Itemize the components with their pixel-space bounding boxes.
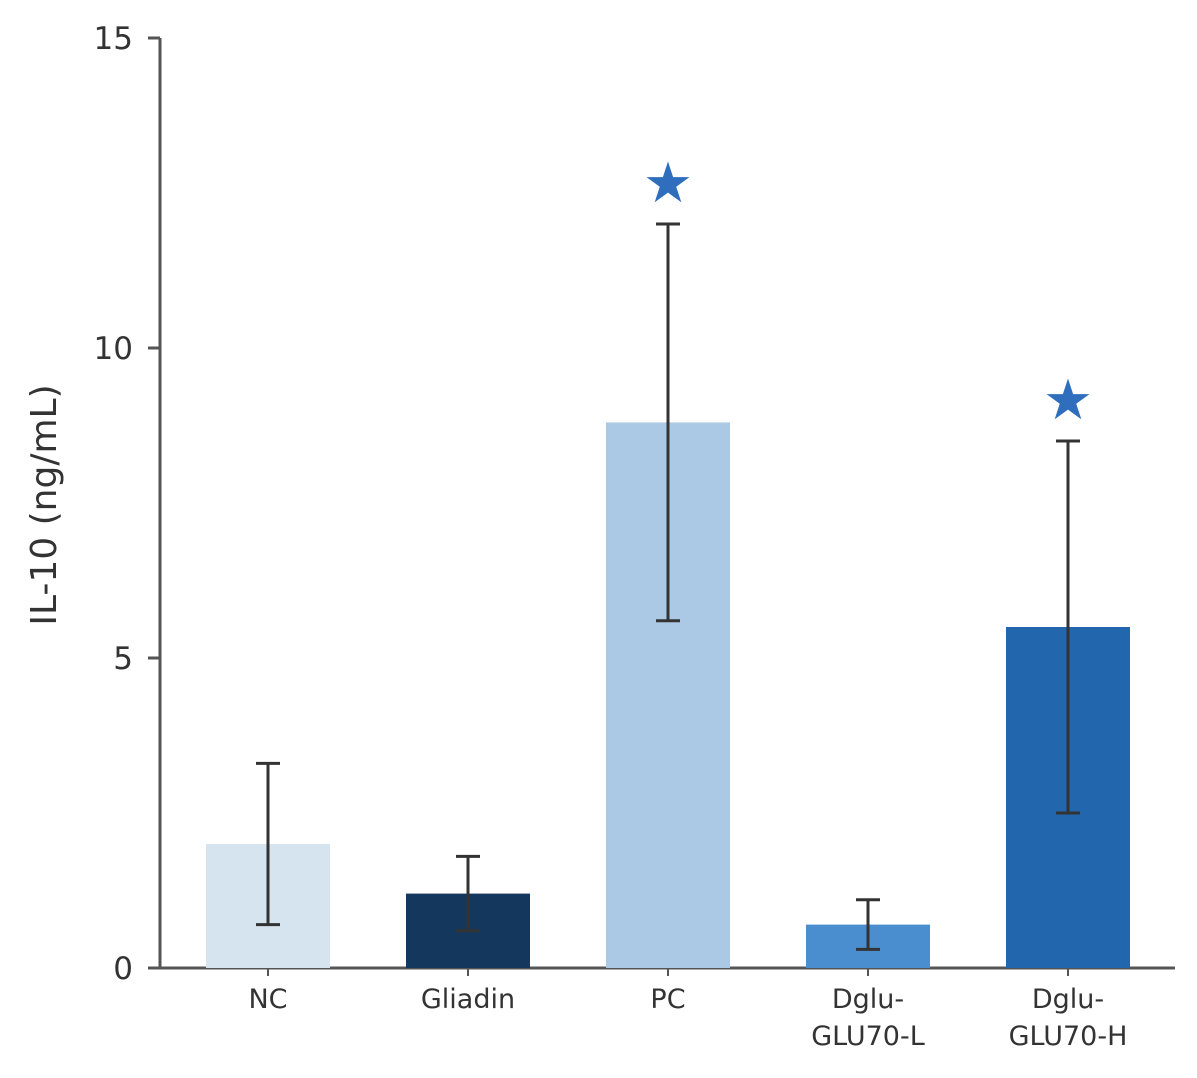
x-tick-label: GLU70-L: [811, 1021, 925, 1052]
x-tick-label: Dglu-: [832, 984, 904, 1015]
x-tick-label: NC: [248, 984, 287, 1015]
significance-star-icon: ★: [1043, 368, 1093, 433]
error-bar: [1056, 439, 1080, 815]
y-tick-label: 15: [94, 21, 133, 57]
x-tick-label: Dglu-: [1032, 984, 1104, 1015]
x-tick-label: GLU70-H: [1009, 1021, 1128, 1052]
x-tick-label: Gliadin: [421, 984, 515, 1015]
significance-star-icon: ★: [643, 151, 693, 216]
y-tick-label: 5: [113, 641, 133, 677]
error-bar: [456, 854, 480, 933]
x-tick-labels: NC Gliadin PC Dglu- GLU70-L Dglu- GLU70-H: [248, 984, 1127, 1052]
error-bar: [656, 222, 680, 623]
error-bars-group: [256, 222, 1080, 951]
significance-markers: ★★: [643, 151, 1093, 433]
y-axis-title: IL-10 (ng/mL): [24, 384, 65, 625]
y-tick-label: 0: [113, 951, 133, 987]
y-tick-labels: 0 5 10 15: [94, 21, 133, 987]
error-bar: [256, 761, 280, 927]
error-bar: [856, 898, 880, 951]
x-tick-label: PC: [650, 984, 685, 1015]
y-tick-label: 10: [94, 331, 133, 367]
